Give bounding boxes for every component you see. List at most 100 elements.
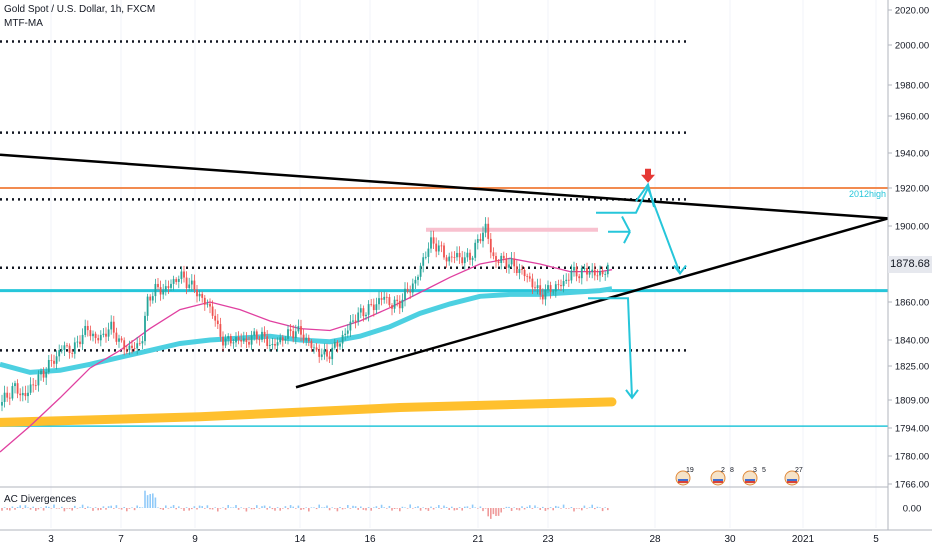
candle-body xyxy=(73,342,76,354)
candle-body xyxy=(261,331,263,340)
ac-bar xyxy=(211,508,214,510)
candle-body xyxy=(580,268,583,279)
ac-bar xyxy=(115,505,118,508)
candle-body xyxy=(401,299,404,309)
candle-body xyxy=(422,257,425,266)
candle-body xyxy=(42,370,45,378)
candle-body xyxy=(318,349,321,357)
ac-bar xyxy=(536,507,539,508)
ac-bar xyxy=(297,505,300,508)
ac-bar xyxy=(100,508,102,510)
candle-body xyxy=(11,386,14,399)
time-axis[interactable]: 3 7 9 14 16 21 23 28 30 2021 5 xyxy=(0,529,932,545)
ac-bar xyxy=(373,507,375,508)
ac-bar xyxy=(487,508,489,517)
candle-body xyxy=(289,329,292,332)
ac-bar xyxy=(315,508,318,510)
ac-bar xyxy=(477,508,479,509)
ac-bar xyxy=(284,506,287,508)
candle-body xyxy=(237,337,240,341)
candle-body xyxy=(172,279,175,284)
candle-body xyxy=(385,296,388,298)
ac-bar xyxy=(248,507,250,508)
ac-bar xyxy=(222,507,224,508)
ac-bar xyxy=(526,506,528,508)
ac-bar xyxy=(464,506,466,508)
candle-body xyxy=(128,345,131,351)
ac-bar xyxy=(144,490,146,508)
candle-body xyxy=(170,283,172,288)
candle-body xyxy=(599,270,601,276)
flag-stripe-icon xyxy=(745,481,755,483)
candle-body xyxy=(469,252,471,260)
candle-body xyxy=(404,288,406,300)
ac-bar xyxy=(360,506,362,508)
ac-bar xyxy=(178,506,180,508)
candle-body xyxy=(505,258,508,268)
ac-bar xyxy=(198,505,201,508)
time-tick-label: 9 xyxy=(192,534,198,545)
candle-body xyxy=(547,285,549,291)
ac-bar xyxy=(560,508,562,509)
ac-bar xyxy=(27,507,29,508)
candle-body xyxy=(40,370,42,375)
candle-body xyxy=(183,271,185,278)
candle-body xyxy=(185,277,188,289)
candle-body xyxy=(16,383,19,394)
subpane-label[interactable]: AC Divergences xyxy=(4,494,77,505)
ac-bar xyxy=(469,508,471,509)
ac-bar xyxy=(492,508,495,515)
ac-bar xyxy=(250,508,253,510)
candle-body xyxy=(362,308,365,317)
candle-body xyxy=(482,232,484,242)
ac-bar xyxy=(552,508,554,511)
ac-bar xyxy=(599,507,601,508)
ac-bar xyxy=(295,508,297,509)
ac-bar xyxy=(32,506,34,508)
candle-body xyxy=(125,349,128,351)
candle-body xyxy=(310,341,313,348)
price-tick-label: 1940.00 xyxy=(895,149,929,160)
indicator-label[interactable]: MTF-MA xyxy=(4,18,43,29)
candle-body xyxy=(508,264,510,268)
ac-bar xyxy=(89,507,92,508)
candle-body xyxy=(466,252,469,258)
candle-body xyxy=(63,345,66,350)
ac-bar xyxy=(430,506,432,508)
price-tick-label: 1780.00 xyxy=(895,452,929,463)
ac-bar xyxy=(419,508,422,511)
candle-body xyxy=(133,347,136,349)
candle-body xyxy=(567,279,570,281)
candle-body xyxy=(177,278,180,282)
ac-bar xyxy=(445,506,448,508)
price-axis[interactable]: 2020.00 2000.00 1980.00 1960.00 1940.00 1920.… xyxy=(887,0,929,530)
ac-bar xyxy=(578,508,580,509)
candle-body xyxy=(3,392,6,402)
candle-body xyxy=(424,256,427,258)
ac-bar xyxy=(479,506,482,508)
ac-bar xyxy=(490,508,492,519)
candle-body xyxy=(346,330,349,334)
ac-bar xyxy=(503,508,505,509)
ac-bar xyxy=(24,505,27,508)
ac-bar xyxy=(263,505,266,508)
candle-body xyxy=(326,349,328,357)
candle-body xyxy=(453,257,456,258)
arrow-head xyxy=(673,264,687,276)
ac-bar xyxy=(185,507,188,508)
candle-body xyxy=(604,274,607,275)
candle-body xyxy=(549,285,552,292)
candle-body xyxy=(320,354,323,357)
ac-bar xyxy=(19,505,21,508)
candle-body xyxy=(406,288,409,292)
candle-body xyxy=(297,326,300,332)
candle-body xyxy=(123,340,126,350)
candle-body xyxy=(515,266,518,274)
ac-bar xyxy=(383,507,385,508)
ac-bar xyxy=(588,507,591,508)
candle-body xyxy=(294,331,297,339)
candle-body xyxy=(562,281,565,287)
ac-bar xyxy=(58,508,60,509)
ac-bar xyxy=(133,508,136,511)
